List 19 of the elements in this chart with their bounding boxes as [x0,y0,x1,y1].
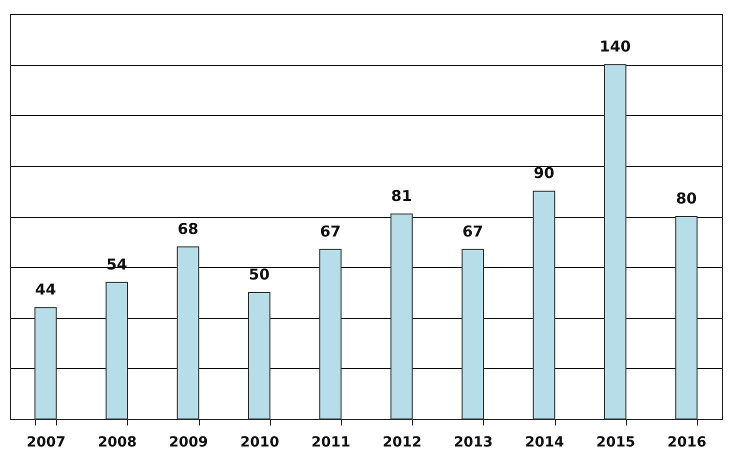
data-label: 80 [676,190,697,208]
x-tick-label: 2008 [98,434,137,450]
x-tick-label: 2009 [169,434,208,450]
data-label: 44 [35,280,56,299]
x-tick-label: 2010 [240,434,280,450]
data-label: 67 [320,222,341,240]
x-tick-label: 2007 [26,434,66,450]
data-label: 50 [248,265,270,284]
x-tick-label: 2014 [525,434,564,450]
x-tick-label: 2016 [667,434,706,450]
data-label: 90 [534,164,554,182]
data-label: 67 [462,222,484,240]
data-label: 81 [391,186,412,205]
x-tick-label: 2013 [454,434,493,450]
x-tick-label: 2015 [596,434,636,450]
x-tick-label: 2011 [311,434,350,450]
data-label: 68 [178,220,198,238]
x-tick-label: 2012 [382,434,422,450]
data-label: 140 [600,38,631,56]
